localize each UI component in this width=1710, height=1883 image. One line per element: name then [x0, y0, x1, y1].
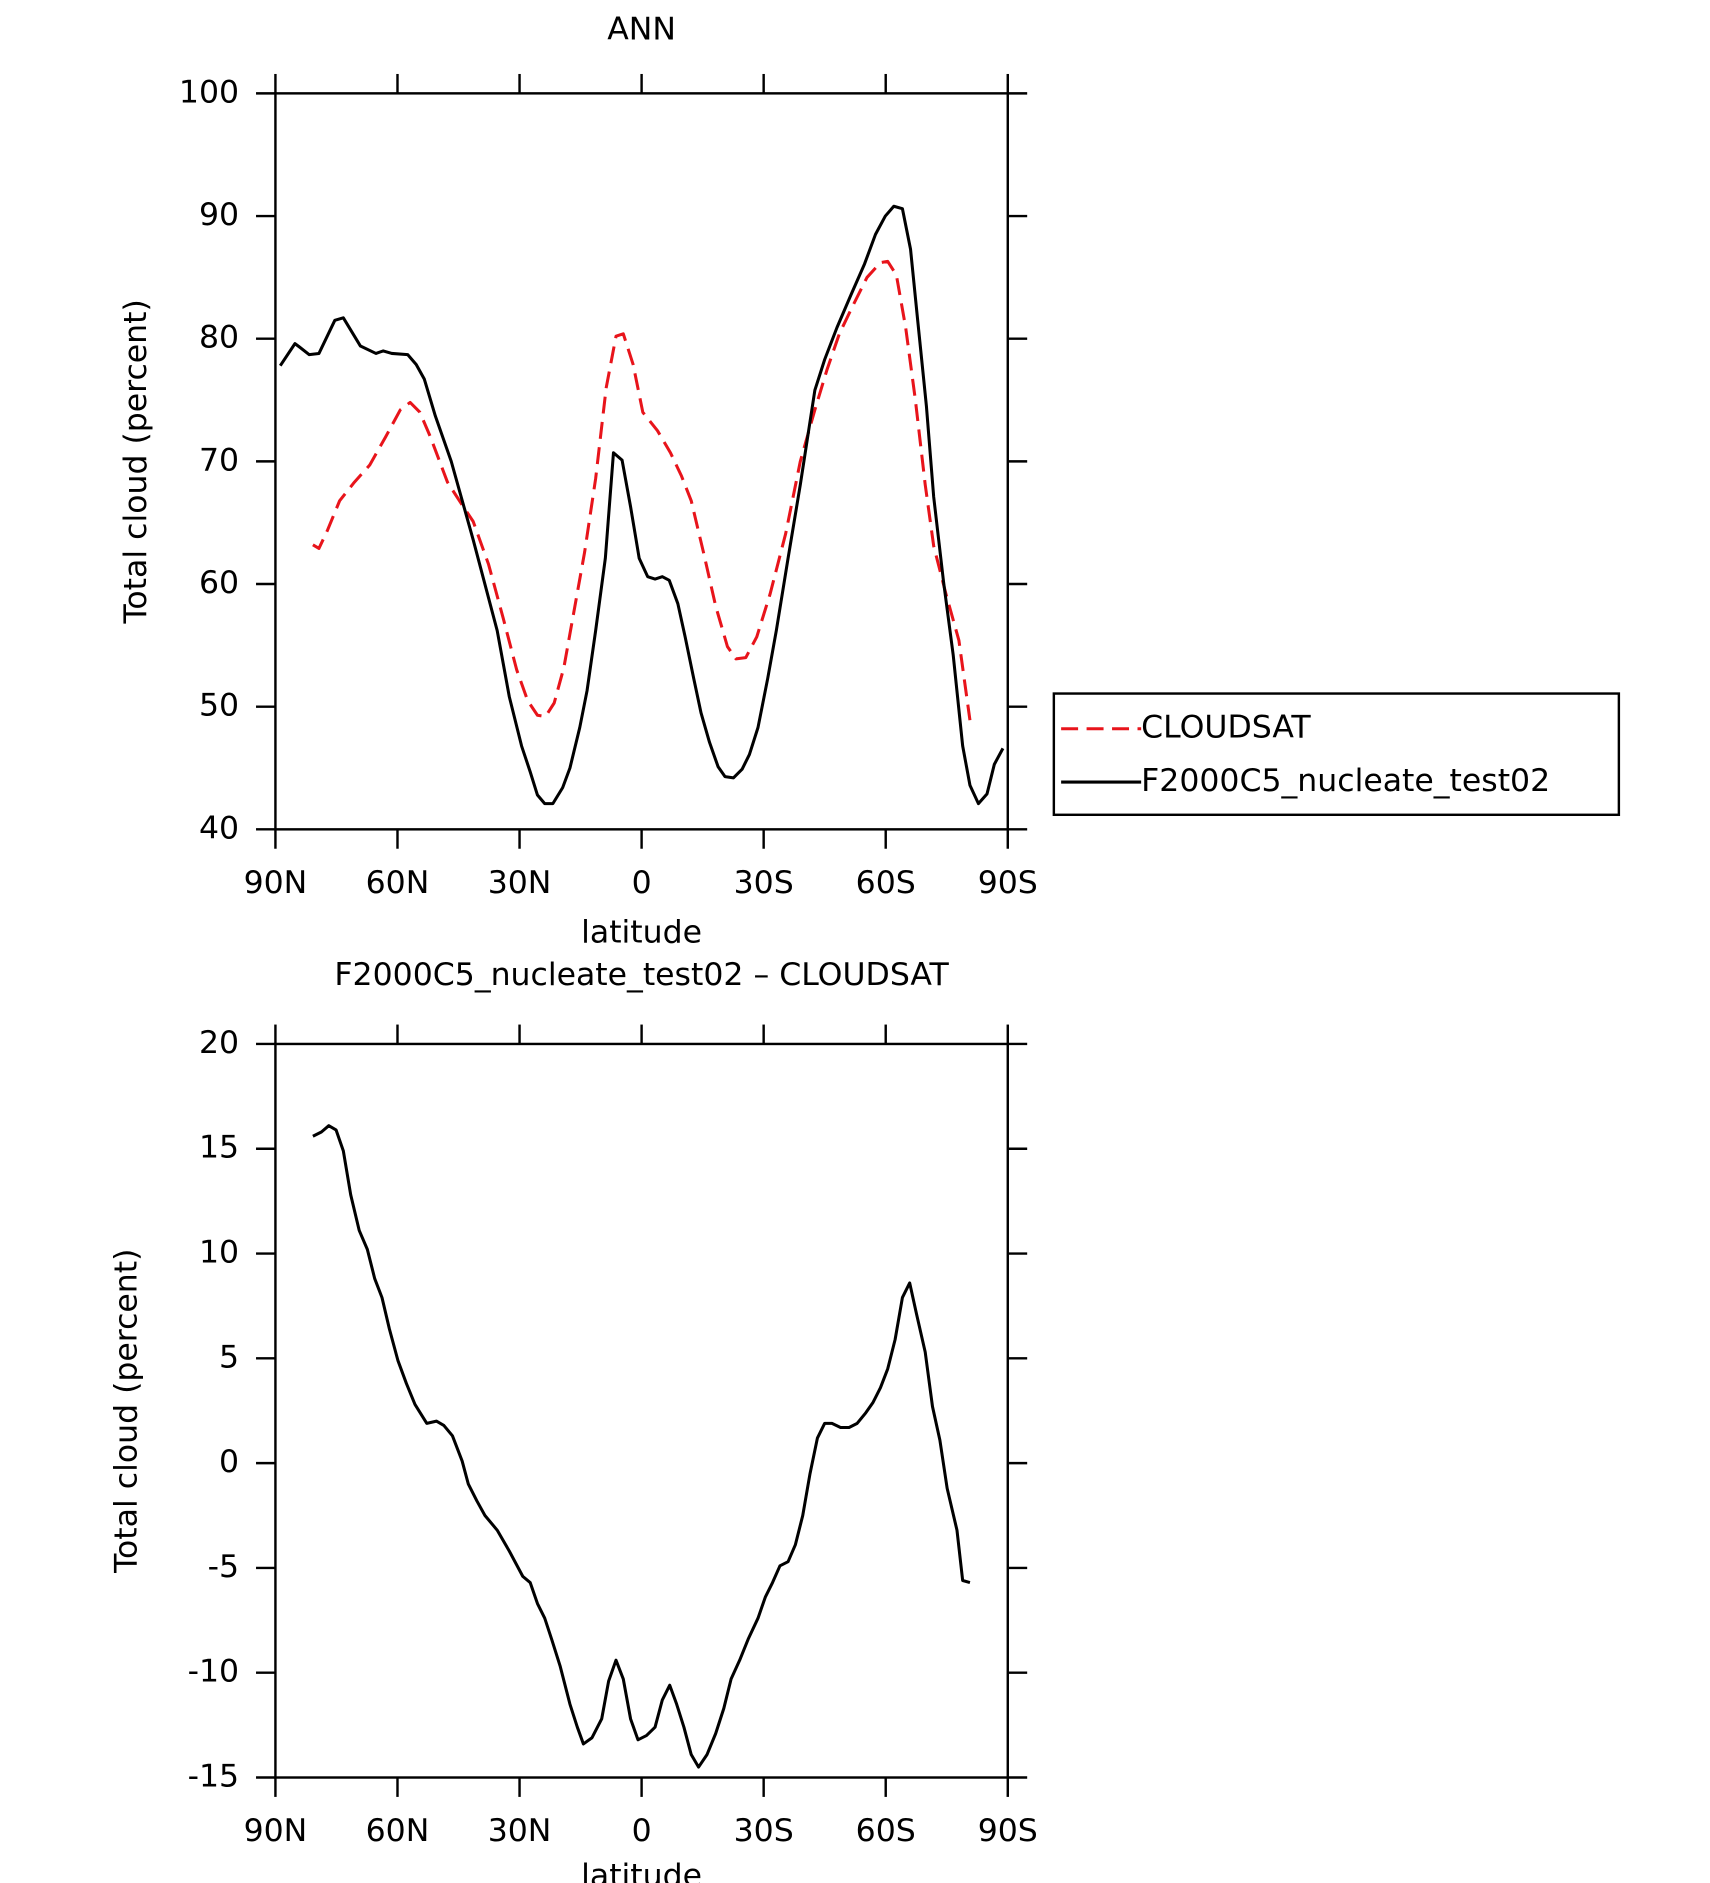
y-tick-label: -10 [188, 1654, 239, 1690]
y-tick-label: -5 [208, 1549, 239, 1585]
x-axis-label: latitude [581, 915, 702, 951]
x-tick-label: 0 [632, 865, 652, 901]
y-axis-label: Total cloud (percent) [109, 1249, 145, 1574]
y-tick-label: 90 [199, 197, 239, 233]
x-tick-label: 90S [978, 865, 1038, 901]
x-tick-label: 60N [366, 865, 430, 901]
x-axis-label: latitude [581, 1858, 702, 1883]
x-tick-label: 30N [488, 1813, 552, 1849]
chart-title: ANN [607, 11, 676, 47]
data-line [312, 259, 972, 721]
x-tick-label: 30S [734, 865, 794, 901]
x-tick-label: 60S [856, 1813, 916, 1849]
x-tick-label: 90N [244, 865, 308, 901]
y-tick-label: 0 [219, 1444, 239, 1480]
y-tick-label: 40 [199, 810, 239, 846]
y-tick-label: 10 [199, 1235, 239, 1271]
legend-label: F2000C5_nucleate_test02 [1141, 763, 1550, 799]
plot-frame [274, 92, 1009, 831]
y-tick-label: 15 [199, 1130, 239, 1166]
legend-box [1052, 692, 1621, 817]
x-tick-label: 90N [244, 1813, 308, 1849]
chart-title: F2000C5_nucleate_test02 – CLOUDSAT [334, 957, 949, 993]
x-tick-label: 30S [734, 1813, 794, 1849]
plot-frame [274, 1042, 1009, 1779]
y-tick-label: 50 [199, 688, 239, 724]
y-tick-label: 100 [179, 74, 239, 110]
y-tick-label: 80 [199, 320, 239, 356]
x-tick-label: 60S [856, 865, 916, 901]
x-tick-label: 30N [488, 865, 552, 901]
legend-label: CLOUDSAT [1141, 710, 1311, 746]
y-tick-label: 60 [199, 565, 239, 601]
y-axis-label: Total cloud (percent) [118, 299, 154, 624]
x-tick-label: 90S [978, 1813, 1038, 1849]
y-tick-label: 20 [199, 1025, 239, 1061]
data-line [279, 204, 1005, 806]
x-tick-label: 0 [632, 1813, 652, 1849]
y-tick-label: 5 [219, 1339, 239, 1375]
x-tick-label: 60N [366, 1813, 430, 1849]
y-tick-label: -15 [188, 1759, 239, 1795]
y-tick-label: 70 [199, 442, 239, 478]
data-line [312, 1124, 971, 1769]
